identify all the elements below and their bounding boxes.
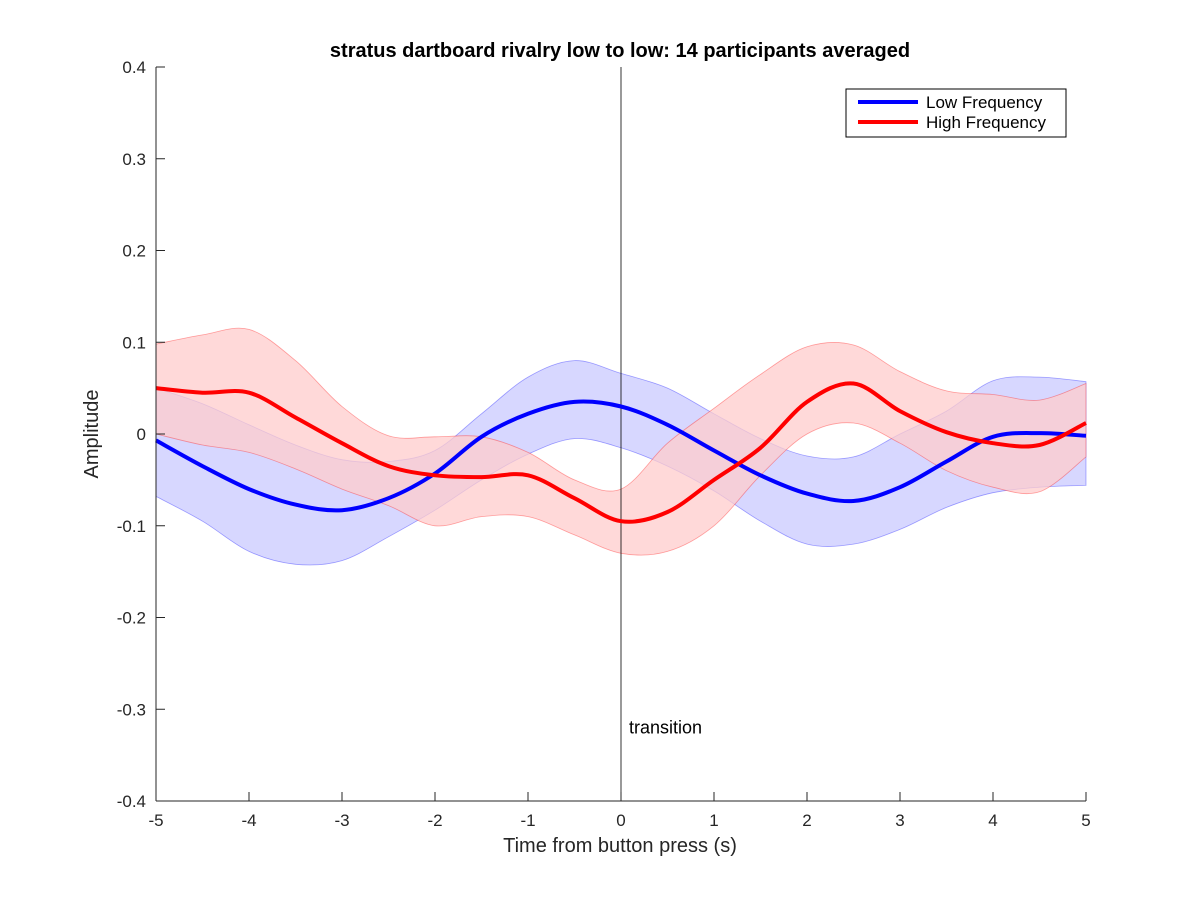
x-tick-label: -5: [148, 811, 163, 830]
x-tick-label: 4: [988, 811, 997, 830]
y-tick-label: -0.4: [117, 792, 146, 811]
legend-label-1: High Frequency: [926, 113, 1047, 132]
x-tick-label: 0: [616, 811, 625, 830]
series-line-0: [155, 399, 1087, 513]
x-tick-label: -3: [334, 811, 349, 830]
chart-title: stratus dartboard rivalry low to low: 14…: [330, 40, 910, 62]
x-tick-label: -4: [241, 811, 256, 830]
x-tick-label: 3: [895, 811, 904, 830]
y-tick-label: -0.1: [117, 517, 146, 536]
y-tick-label: 0.2: [122, 242, 146, 261]
y-tick-label: -0.3: [117, 700, 146, 719]
legend-label-0: Low Frequency: [926, 93, 1043, 112]
y-tick-label: 0.3: [122, 150, 146, 169]
y-axis-label: Amplitude: [81, 390, 103, 479]
y-tick-label: 0: [137, 425, 146, 444]
legend-box: [845, 88, 1067, 138]
x-tick-label: -1: [520, 811, 535, 830]
y-tick-label: 0.1: [122, 333, 146, 352]
series-line-1: [155, 381, 1087, 524]
x-tick-label: -2: [427, 811, 442, 830]
x-axis-label: Time from button press (s): [503, 835, 737, 857]
x-tick-label: 2: [802, 811, 811, 830]
plot-area: transition: [155, 67, 1087, 801]
x-tick-label: 5: [1081, 811, 1090, 830]
y-tick-label: -0.2: [117, 609, 146, 628]
y-tick-label: 0.4: [122, 58, 146, 77]
axes: -5 -4 -3 -2 -1 0 1 2 3 4 5 -0.4 -0.3 -0.2 -0.1 0 0.1 0.2 0…: [117, 58, 1091, 830]
x-tick-label: 1: [709, 811, 718, 830]
transition-annotation: transition: [629, 717, 702, 737]
